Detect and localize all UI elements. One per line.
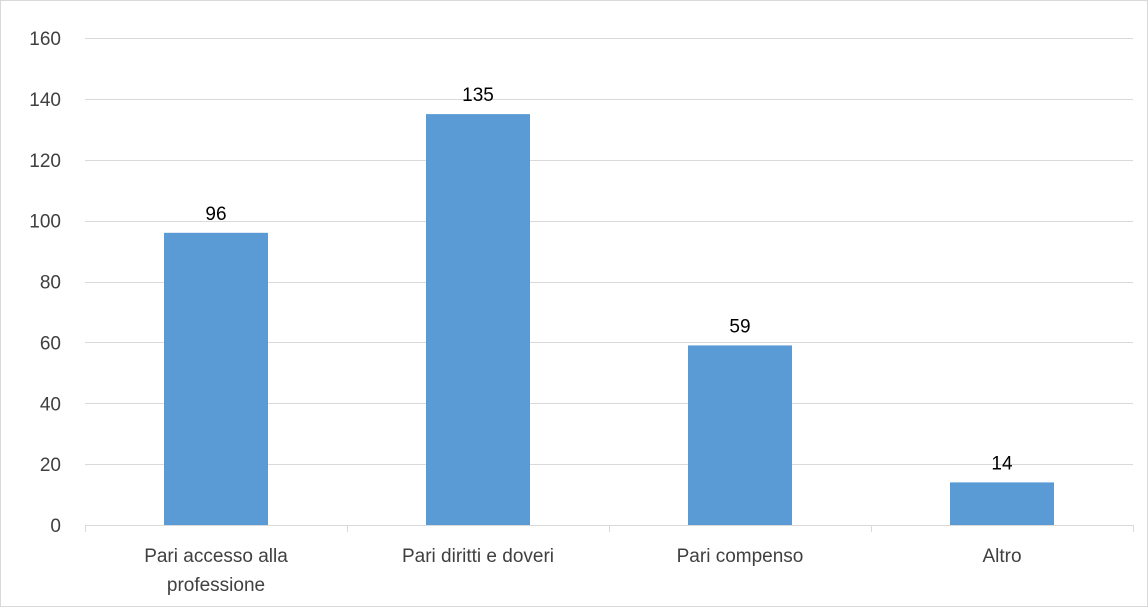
data-label: 59: [729, 316, 750, 337]
data-label: 135: [462, 85, 494, 106]
bar: [688, 345, 792, 525]
bar: [426, 114, 530, 525]
y-tick-label: 100: [29, 212, 61, 233]
data-label: 96: [205, 204, 226, 225]
y-tick-label: 120: [29, 151, 61, 172]
bar: [164, 232, 268, 526]
y-tick-label: 0: [50, 516, 61, 537]
y-tick-label: 60: [40, 333, 61, 354]
y-tick-label: 40: [40, 394, 61, 415]
y-tick-labels: 0 20 40 60 80 100 120 140 160: [29, 29, 61, 537]
x-tick-label: Pari compenso: [677, 546, 804, 567]
x-tick-label: Altro: [982, 546, 1021, 567]
x-tick-label: professione: [167, 575, 265, 596]
y-tick-label: 80: [40, 273, 61, 294]
bar: [950, 482, 1054, 525]
data-labels: 96 135 59 14: [205, 85, 1013, 474]
bars: [164, 114, 1054, 526]
y-tick-label: 20: [40, 455, 61, 476]
axes: [85, 525, 1134, 532]
x-tick-label: Pari diritti e doveri: [402, 546, 554, 567]
x-tick-label: Pari accesso alla: [144, 546, 288, 567]
data-label: 14: [991, 453, 1013, 474]
y-tick-label: 160: [29, 29, 61, 50]
y-tick-label: 140: [29, 90, 61, 111]
x-tick-labels: Pari accesso alla professione Pari diritti…: [144, 546, 1021, 596]
